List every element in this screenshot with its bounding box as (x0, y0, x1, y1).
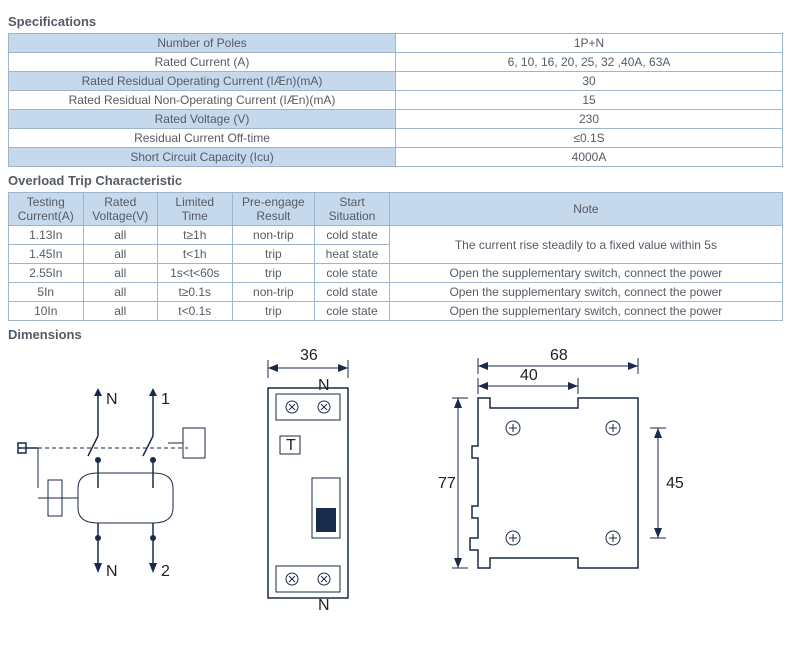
overload-table: Testing Current(A)Rated Voltage(V)Limite… (8, 192, 783, 321)
overload-cell: 1.45In (9, 245, 84, 264)
overload-cell: cold state (315, 226, 390, 245)
spec-value: 15 (396, 91, 783, 110)
dim-68: 68 (550, 348, 568, 364)
spec-label: Rated Voltage (V) (9, 110, 396, 129)
overload-cell: non-trip (232, 283, 315, 302)
overload-cell: t≥0.1s (158, 283, 233, 302)
dim-40: 40 (520, 367, 538, 384)
overload-note: Open the supplementary switch, connect t… (389, 283, 782, 302)
label-N-front-top: N (318, 377, 330, 394)
dim-45: 45 (666, 475, 684, 492)
overload-cell: all (83, 264, 158, 283)
overload-cell: t<1h (158, 245, 233, 264)
overload-header: Start Situation (315, 193, 390, 226)
spec-value: 1P+N (396, 34, 783, 53)
spec-value: 4000A (396, 148, 783, 167)
overload-cell: t≥1h (158, 226, 233, 245)
overload-cell: 2.55In (9, 264, 84, 283)
spec-value: 230 (396, 110, 783, 129)
overload-note: The current rise steadily to a fixed val… (389, 226, 782, 264)
overload-cell: cold state (315, 283, 390, 302)
overload-header: Rated Voltage(V) (83, 193, 158, 226)
overload-cell: cole state (315, 264, 390, 283)
label-N-bottom: N (106, 563, 118, 580)
spec-label: Residual Current Off-time (9, 129, 396, 148)
overload-cell: 10In (9, 302, 84, 321)
spec-value: 6, 10, 16, 20, 25, 32 ,40A, 63A (396, 53, 783, 72)
spec-label: Rated Residual Non-Operating Current (IÆ… (9, 91, 396, 110)
overload-cell: trip (232, 264, 315, 283)
heading-overload: Overload Trip Characteristic (8, 173, 783, 188)
dim-77: 77 (438, 475, 456, 492)
spec-value: 30 (396, 72, 783, 91)
spec-label: Number of Poles (9, 34, 396, 53)
overload-cell: trip (232, 302, 315, 321)
overload-cell: non-trip (232, 226, 315, 245)
overload-header: Note (389, 193, 782, 226)
dim-36: 36 (300, 348, 318, 364)
overload-cell: 1.13In (9, 226, 84, 245)
heading-dimensions: Dimensions (8, 327, 783, 342)
overload-header: Pre-engage Result (232, 193, 315, 226)
dimensions-diagrams: 36 N 1 (8, 348, 783, 628)
dimension-diagram-right: 68 40 77 45 (428, 348, 728, 628)
overload-header: Testing Current(A) (9, 193, 84, 226)
overload-header: Limited Time (158, 193, 233, 226)
overload-cell: trip (232, 245, 315, 264)
specifications-table: Number of Poles1P+NRated Current (A)6, 1… (8, 33, 783, 167)
overload-cell: all (83, 283, 158, 302)
overload-cell: 5In (9, 283, 84, 302)
label-N-front-bottom: N (318, 597, 330, 614)
overload-cell: heat state (315, 245, 390, 264)
overload-cell: t<0.1s (158, 302, 233, 321)
label-2: 2 (161, 563, 170, 580)
overload-note: Open the supplementary switch, connect t… (389, 302, 782, 321)
label-1: 1 (161, 391, 170, 408)
spec-label: Rated Residual Operating Current (IÆn)(m… (9, 72, 396, 91)
overload-cell: all (83, 245, 158, 264)
spec-label: Rated Current (A) (9, 53, 396, 72)
spec-label: Short Circuit Capacity (Icu) (9, 148, 396, 167)
label-T: T (286, 437, 296, 454)
overload-cell: cole state (315, 302, 390, 321)
overload-cell: 1s<t<60s (158, 264, 233, 283)
dimension-diagram-left: 36 N 1 (8, 348, 368, 628)
overload-cell: all (83, 226, 158, 245)
spec-value: ≤0.1S (396, 129, 783, 148)
overload-note: Open the supplementary switch, connect t… (389, 264, 782, 283)
heading-specifications: Specifications (8, 14, 783, 29)
label-N-top: N (106, 391, 118, 408)
overload-cell: all (83, 302, 158, 321)
